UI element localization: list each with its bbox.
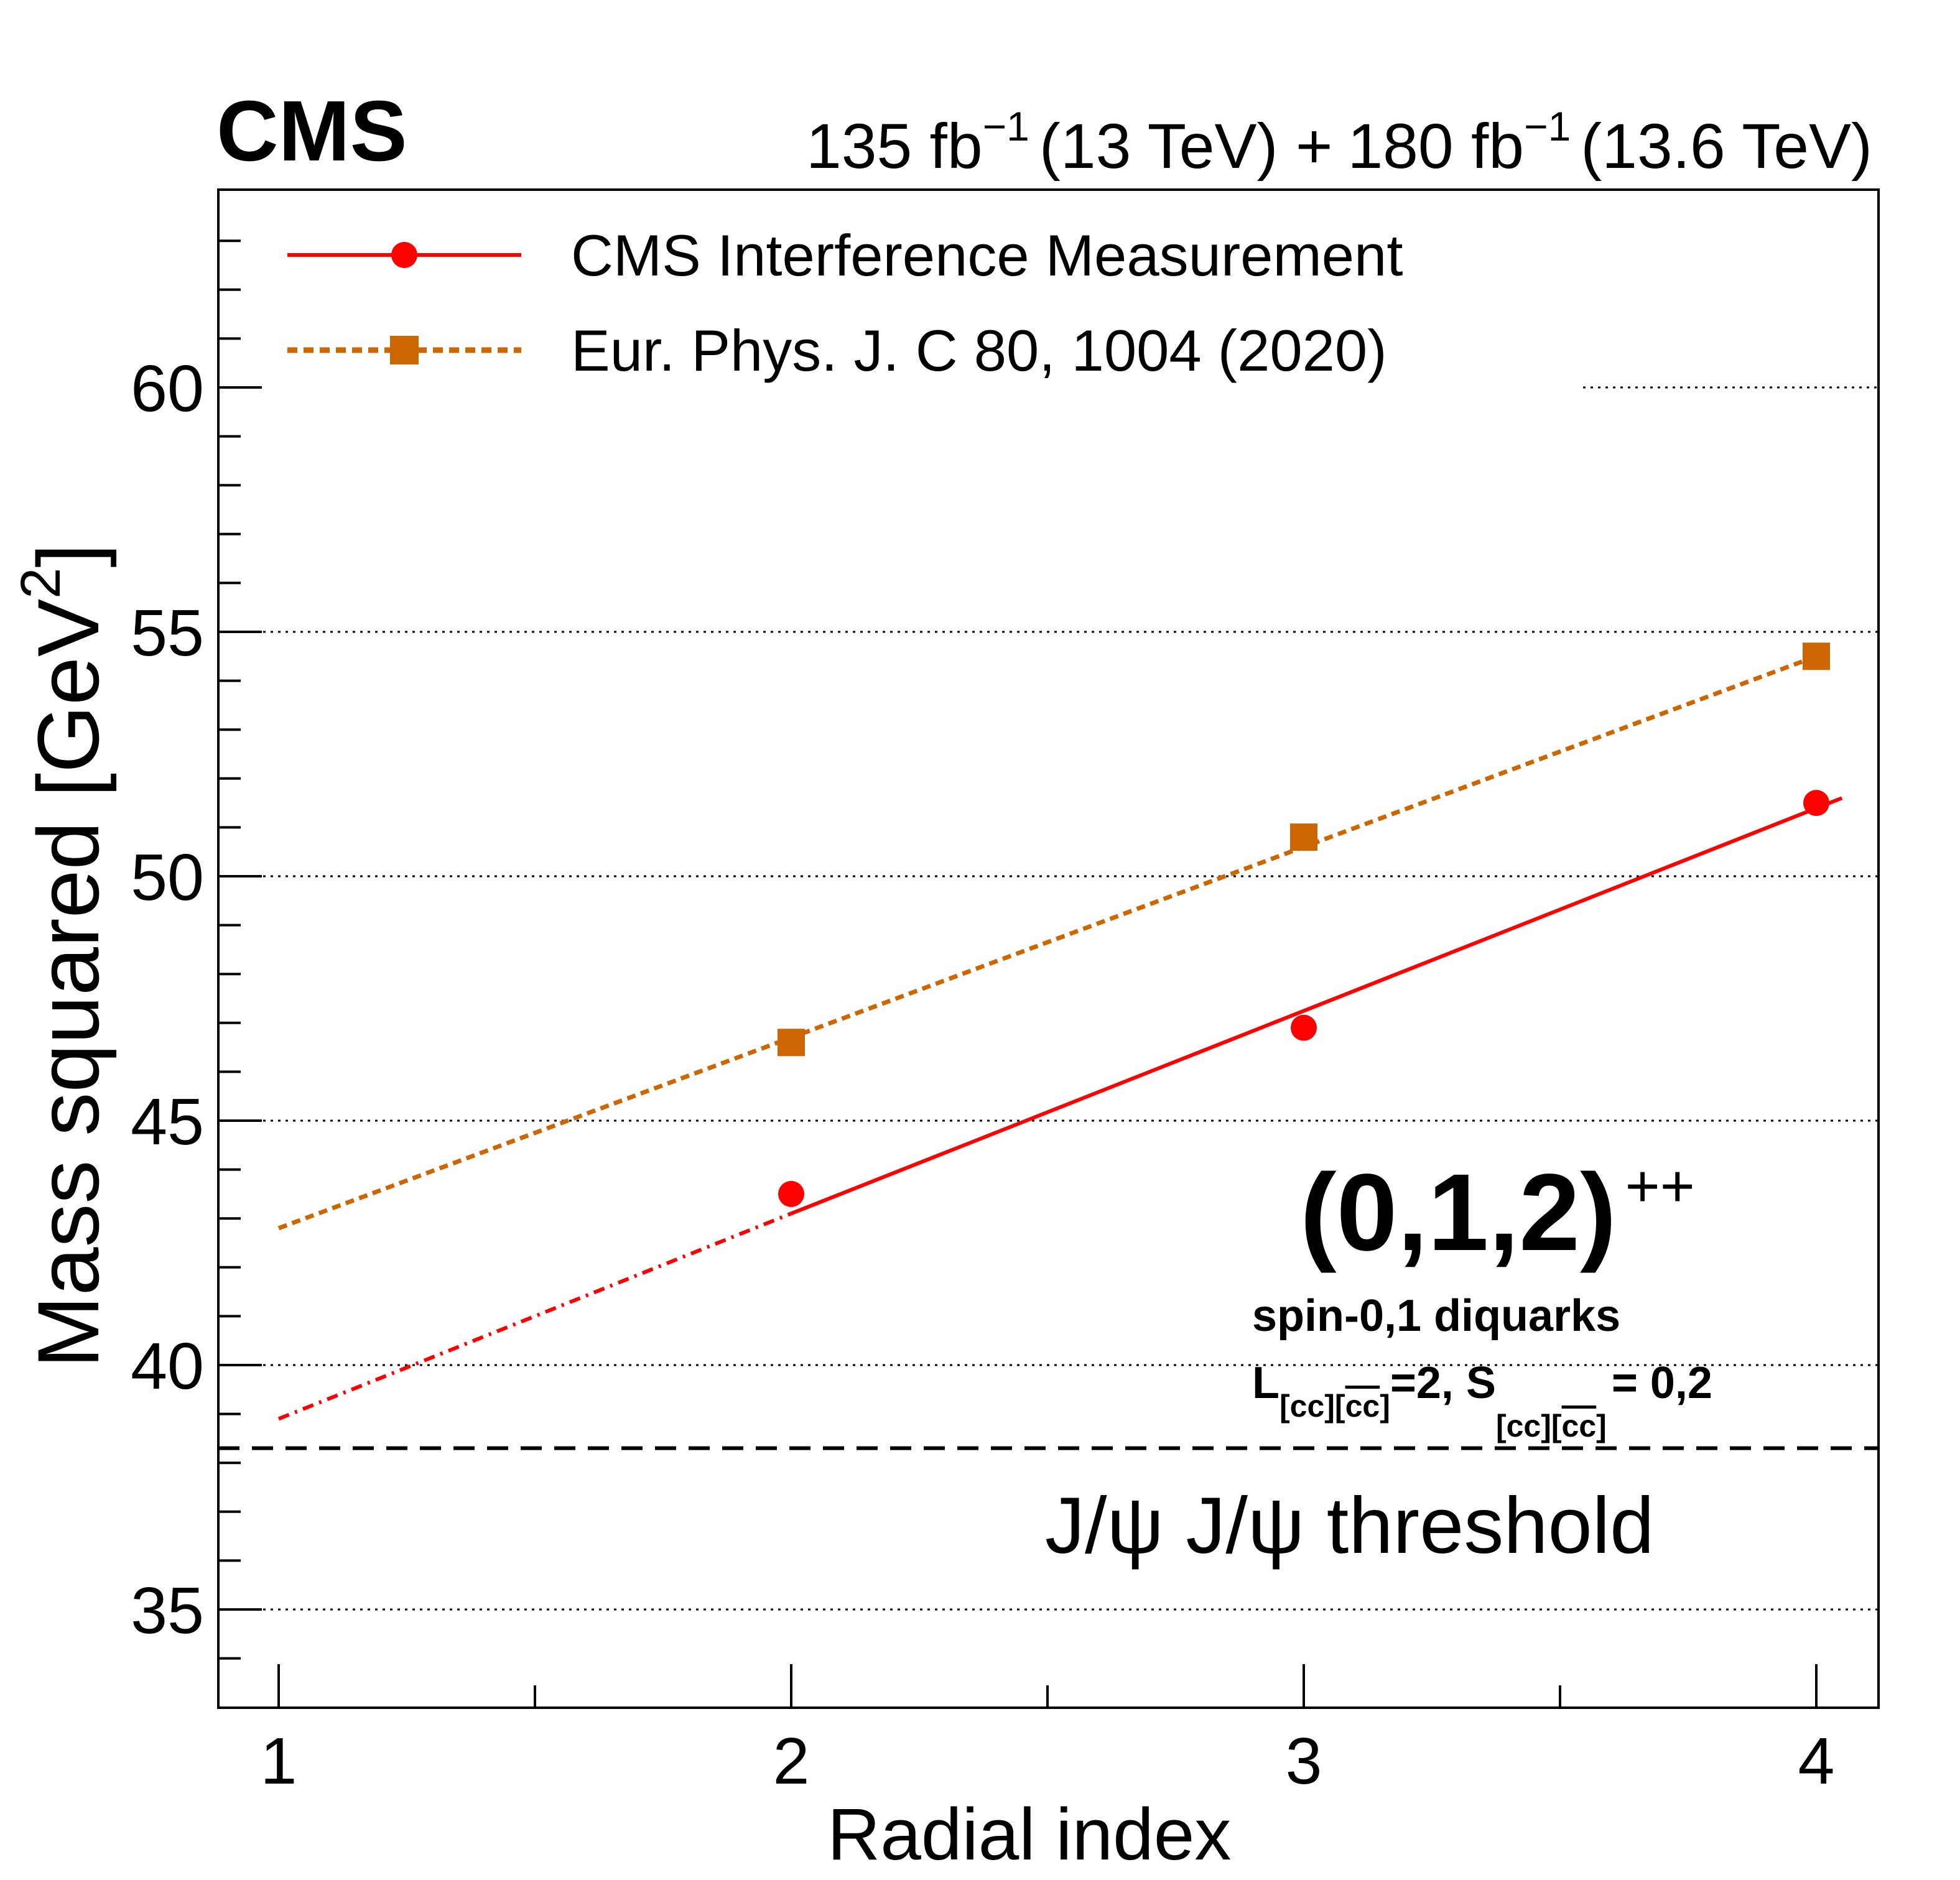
y-axis-ticks: 35 40 45 50 55 60	[131, 239, 262, 1660]
legend-marker-cms	[391, 242, 417, 268]
threshold-label: J/ψ J/ψ threshold	[1045, 1481, 1654, 1570]
x-tick-label-1: 1	[261, 1725, 297, 1798]
cms-point	[1291, 1014, 1317, 1041]
quantum-number-label: L[cc][cc]=2, S[cc][cc]= 0,2	[1252, 1358, 1712, 1443]
y-tick-label-40: 40	[131, 1330, 204, 1403]
state-label-main: (0,1,2)	[1300, 1152, 1617, 1274]
lumi-run2-energy: (13 TeV) +	[1039, 111, 1333, 182]
y-tick-label-45: 45	[131, 1085, 204, 1159]
cms-point	[1803, 790, 1829, 817]
epjc-point	[778, 1029, 805, 1057]
cms-fit-line	[790, 796, 1843, 1216]
legend-label-epjc: Eur. Phys. J. C 80, 1004 (2020)	[571, 318, 1387, 383]
epjc-point	[1803, 642, 1830, 670]
experiment-label: CMS	[216, 83, 407, 179]
plot-frame	[217, 188, 1880, 1709]
lumi-run3-value: 180 fb	[1347, 111, 1524, 182]
y-tick-label-35: 35	[131, 1574, 204, 1647]
epjc-point	[1290, 823, 1317, 851]
diquark-label: spin-0,1 diquarks	[1252, 1291, 1620, 1341]
x-tick-label-3: 3	[1286, 1725, 1322, 1798]
epjc-fit-line	[277, 654, 1818, 1231]
y-tick-label-55: 55	[131, 596, 204, 670]
lumi-run2-value: 135 fb	[806, 111, 983, 182]
y-axis-title: Mass squared [GeV2]	[10, 544, 117, 1368]
x-axis-title: Radial index	[827, 1794, 1231, 1876]
lumi-run3-energy: (13.6 TeV)	[1581, 111, 1872, 182]
y-tick-label-50: 50	[131, 841, 204, 914]
legend: CMS Interference Measurement Eur. Phys. …	[287, 223, 1403, 383]
cms-extrapolation-line	[277, 1211, 792, 1421]
lumi-run3-exp: −1	[1524, 103, 1571, 149]
legend-marker-epjc	[390, 336, 419, 364]
y-gridlines	[218, 386, 1879, 1611]
state-label: (0,1,2) ++	[1300, 1152, 1695, 1274]
state-label-sup: ++	[1625, 1153, 1695, 1220]
x-tick-label-2: 2	[773, 1725, 810, 1798]
y-tick-label-60: 60	[131, 352, 204, 425]
lumi-run2-exp: −1	[983, 103, 1029, 149]
luminosity-label: 135 fb−1 (13 TeV) +180 fb−1 (13.6 TeV)	[806, 103, 1872, 182]
cms-point	[778, 1180, 804, 1207]
x-axis-ticks: 1 2 3 4	[261, 1664, 1835, 1798]
legend-label-cms: CMS Interference Measurement	[571, 223, 1403, 288]
series-layer	[277, 642, 1843, 1421]
x-tick-label-4: 4	[1798, 1725, 1835, 1798]
